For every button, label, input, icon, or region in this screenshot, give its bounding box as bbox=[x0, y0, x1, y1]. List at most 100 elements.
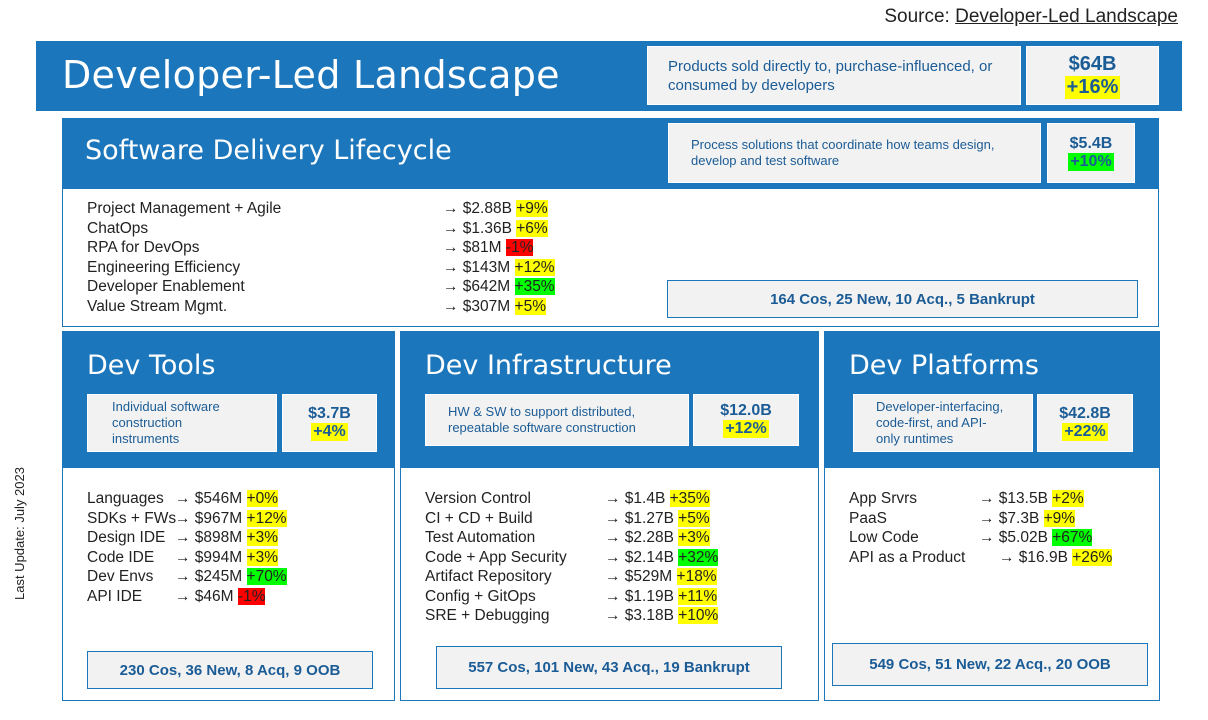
sdl-stats-box: 164 Cos, 25 New, 10 Acq., 5 Bankrupt bbox=[667, 280, 1138, 318]
item-growth: +35% bbox=[514, 278, 555, 295]
item-growth: +3% bbox=[246, 548, 278, 566]
item-name: Dev Envs bbox=[87, 568, 154, 585]
item-growth: +26% bbox=[1072, 548, 1113, 566]
item-value: → $2.28B bbox=[605, 529, 674, 546]
header-banner: Developer-Led Landscape Products sold di… bbox=[36, 41, 1182, 111]
source-link[interactable]: Developer-Led Landscape bbox=[955, 6, 1178, 27]
item-value: → $1.36B bbox=[443, 219, 512, 237]
item-growth: +11% bbox=[678, 587, 718, 605]
item-value: → $81M bbox=[443, 239, 502, 256]
dev-platforms-value: $42.8B bbox=[1059, 405, 1111, 422]
item-name: SRE + Debugging bbox=[425, 607, 550, 624]
item-value: → $46M bbox=[175, 587, 234, 605]
dev-infra-value: $12.0B bbox=[720, 402, 772, 419]
header-growth: +16% bbox=[1064, 75, 1121, 99]
item-growth: +35% bbox=[669, 490, 710, 507]
item-name: Project Management + Agile bbox=[87, 200, 282, 217]
dev-tools-title: Dev Tools bbox=[87, 350, 216, 381]
item-name: Developer Enablement bbox=[87, 278, 245, 295]
item-name: App Srvrs bbox=[849, 490, 918, 507]
sdl-value-box: $5.4B +10% bbox=[1047, 123, 1135, 183]
item-name: Config + GitOps bbox=[425, 587, 536, 605]
dev-tools-header: Dev Tools Individual software constructi… bbox=[63, 332, 394, 468]
item-name: ChatOps bbox=[87, 219, 149, 237]
item-value: → $143M bbox=[443, 258, 511, 276]
item-growth: +18% bbox=[676, 568, 717, 585]
dev-tools-stats-box: 230 Cos, 36 New, 8 Acq, 9 OOB bbox=[87, 651, 373, 689]
dev-platforms-stats: 549 Cos, 51 New, 22 Acq., 20 OOB bbox=[869, 656, 1111, 673]
item-value: → $5.02B bbox=[979, 529, 1048, 546]
sdl-description-box: Process solutions that coordinate how te… bbox=[668, 123, 1041, 183]
item-name: Engineering Efficiency bbox=[87, 258, 241, 276]
item-growth: -1% bbox=[505, 239, 534, 256]
dev-infra-description-box: HW & SW to support distributed, repeatab… bbox=[425, 394, 689, 446]
item-growth: -1% bbox=[237, 587, 266, 605]
item-name: Artifact Repository bbox=[425, 568, 552, 585]
sdl-title: Software Delivery Lifecycle bbox=[85, 135, 452, 166]
page-title: Developer-Led Landscape bbox=[62, 53, 560, 97]
item-value: → $3.18B bbox=[605, 607, 674, 624]
header-description: Products sold directly to, purchase-infl… bbox=[668, 57, 993, 94]
item-value: → $529M bbox=[605, 568, 673, 585]
item-growth: +10% bbox=[678, 607, 719, 624]
dev-platforms-section: Dev Platforms Developer-interfacing, cod… bbox=[824, 331, 1160, 701]
item-name: Code IDE bbox=[87, 548, 155, 566]
dev-infra-stats: 557 Cos, 101 New, 43 Acq., 19 Bankrupt bbox=[468, 659, 750, 676]
item-growth: +32% bbox=[678, 548, 719, 566]
dev-tools-stats: 230 Cos, 36 New, 8 Acq, 9 OOB bbox=[119, 661, 341, 679]
item-value: → $245M bbox=[175, 568, 243, 585]
item-value: → $1.4B bbox=[605, 490, 666, 507]
item-growth: +2% bbox=[1052, 490, 1084, 507]
item-value: → $898M bbox=[175, 529, 243, 546]
item-growth: +12% bbox=[246, 509, 287, 527]
item-name: Value Stream Mgmt. bbox=[87, 297, 228, 315]
item-growth: +9% bbox=[1043, 509, 1076, 527]
dev-infra-description: HW & SW to support distributed, repeatab… bbox=[448, 404, 636, 435]
item-growth: +3% bbox=[678, 529, 710, 546]
item-value: → $642M bbox=[443, 278, 511, 295]
item-value: → $2.88B bbox=[443, 200, 512, 217]
dev-infra-title: Dev Infrastructure bbox=[425, 350, 672, 381]
dev-platforms-growth: +22% bbox=[1062, 423, 1108, 441]
item-value: → $307M bbox=[443, 297, 511, 315]
item-name: Low Code bbox=[849, 529, 919, 546]
dev-tools-section: Dev Tools Individual software constructi… bbox=[62, 331, 395, 701]
item-value: → $2.14B bbox=[605, 548, 674, 566]
item-value: → $994M bbox=[175, 548, 243, 566]
item-name: RPA for DevOps bbox=[87, 239, 200, 256]
item-growth: +70% bbox=[246, 568, 287, 585]
item-name: Test Automation bbox=[425, 529, 536, 546]
dev-platforms-header: Dev Platforms Developer-interfacing, cod… bbox=[825, 332, 1159, 468]
dev-platforms-value-box: $42.8B +22% bbox=[1037, 394, 1133, 452]
item-growth: +0% bbox=[246, 490, 278, 507]
dev-platforms-description-box: Developer-interfacing, code-first, and A… bbox=[853, 394, 1033, 452]
dev-tools-growth: +4% bbox=[311, 423, 348, 441]
item-growth: +67% bbox=[1052, 529, 1093, 546]
item-name: SDKs + FWs bbox=[87, 509, 177, 527]
item-value: → $546M bbox=[175, 490, 243, 507]
sdl-header: Software Delivery Lifecycle Process solu… bbox=[63, 119, 1158, 189]
dev-infra-section: Dev Infrastructure HW & SW to support di… bbox=[400, 331, 819, 701]
sdl-value: $5.4B bbox=[1069, 135, 1113, 152]
header-value: $64B bbox=[1068, 52, 1117, 75]
item-growth: +5% bbox=[678, 509, 710, 527]
item-growth: +12% bbox=[514, 258, 555, 276]
last-update-label: Last Update: July 2023 bbox=[12, 467, 27, 600]
item-name: Languages bbox=[87, 490, 164, 507]
source-prefix: Source: bbox=[884, 6, 956, 27]
dev-infra-growth: +12% bbox=[723, 420, 769, 438]
item-growth: +9% bbox=[516, 200, 548, 217]
item-value: → $7.3B bbox=[979, 509, 1040, 527]
dev-infra-stats-box: 557 Cos, 101 New, 43 Acq., 19 Bankrupt bbox=[436, 646, 782, 689]
dev-tools-value: $3.7B bbox=[308, 405, 351, 422]
dev-platforms-stats-box: 549 Cos, 51 New, 22 Acq., 20 OOB bbox=[832, 643, 1148, 686]
sdl-description: Process solutions that coordinate how te… bbox=[691, 137, 995, 168]
dev-tools-description: Individual software construction instrum… bbox=[112, 399, 220, 446]
item-name: Design IDE bbox=[87, 529, 166, 546]
header-value-box: $64B +16% bbox=[1026, 46, 1159, 105]
item-growth: +3% bbox=[246, 529, 278, 546]
item-growth: +6% bbox=[516, 219, 548, 237]
item-value: → $967M bbox=[175, 509, 243, 527]
item-growth: +5% bbox=[514, 297, 546, 315]
item-name: API IDE bbox=[87, 587, 143, 605]
